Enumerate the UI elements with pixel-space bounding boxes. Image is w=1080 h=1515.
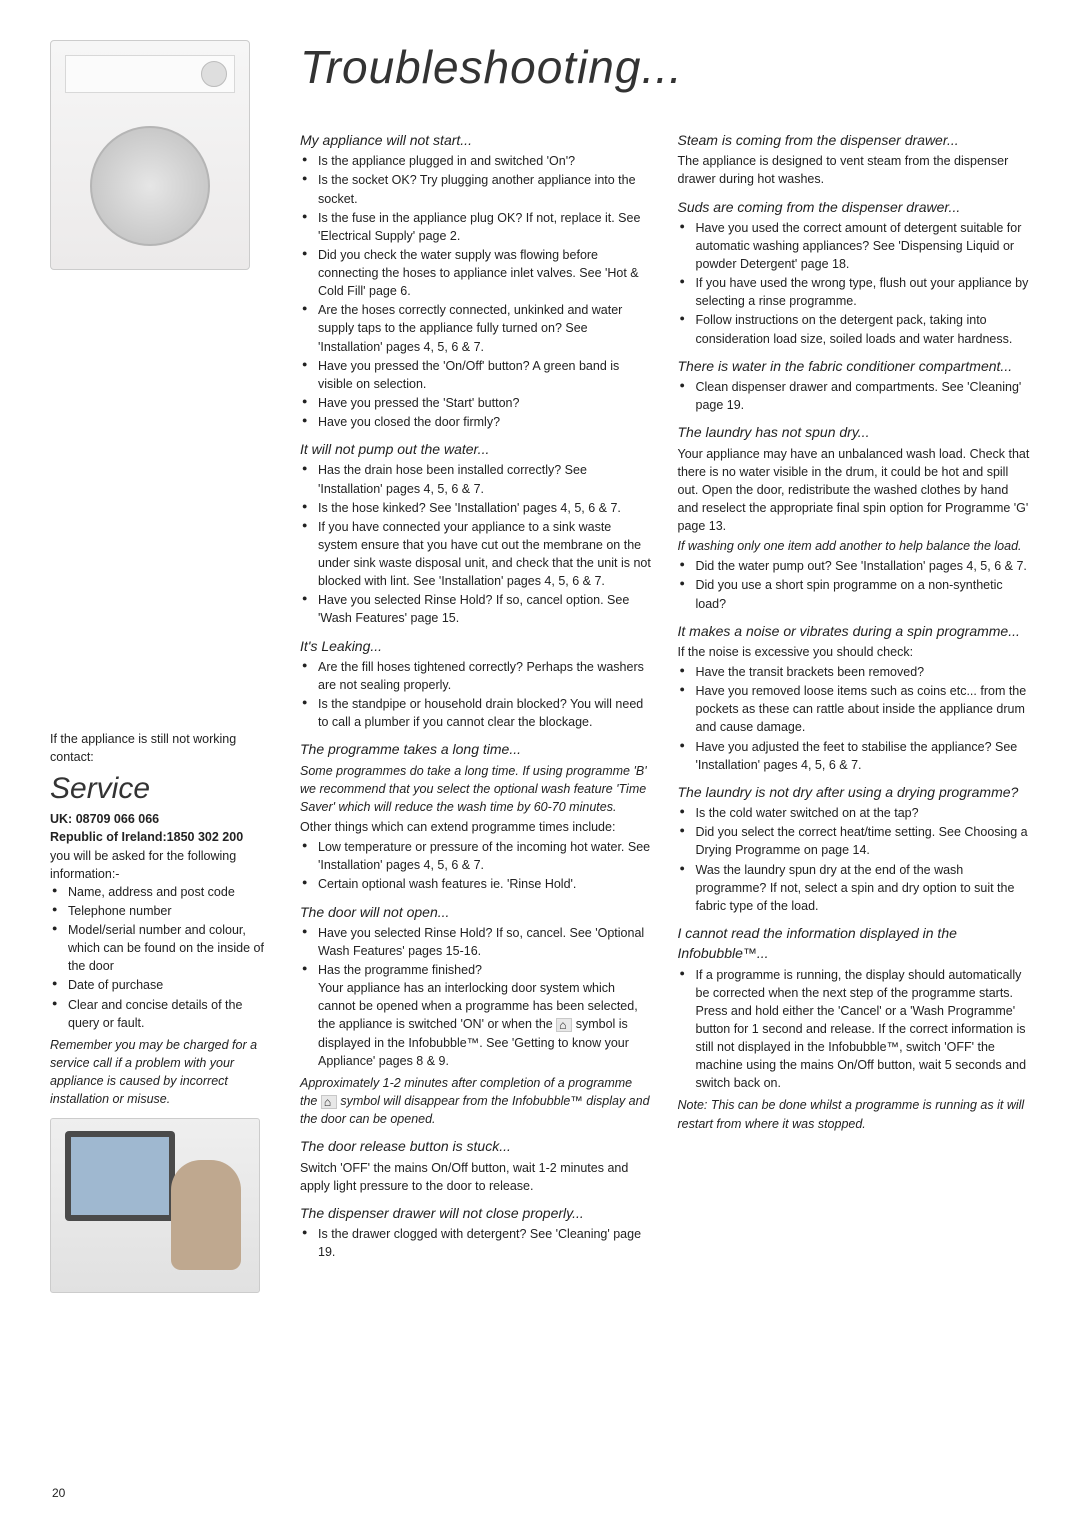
subheading: It's Leaking... [300, 636, 653, 656]
list-item: Did the water pump out? See 'Installatio… [678, 557, 1031, 575]
bullet-list: Is the drawer clogged with detergent? Se… [300, 1225, 653, 1261]
paragraph: Note: This can be done whilst a programm… [678, 1096, 1031, 1132]
text: symbol will disappear from the Infobubbl… [300, 1094, 650, 1126]
list-item: Is the hose kinked? See 'Installation' p… [300, 499, 653, 517]
column-b: Steam is coming from the dispenser drawe… [678, 122, 1031, 1265]
left-column: If the appliance is still not working co… [50, 40, 275, 1293]
service-intro: If the appliance is still not working co… [50, 730, 275, 766]
list-item: Clear and concise details of the query o… [50, 996, 275, 1032]
list-item: Date of purchase [50, 976, 275, 994]
list-item: Name, address and post code [50, 883, 275, 901]
paragraph: Approximately 1-2 minutes after completi… [300, 1074, 653, 1128]
subheading: The door will not open... [300, 902, 653, 922]
bullet-list: Have the transit brackets been removed? … [678, 663, 1031, 774]
page-number: 20 [52, 1486, 65, 1500]
content-area: Troubleshooting... My appliance will not… [300, 40, 1030, 1293]
computer-image [50, 1118, 260, 1293]
service-heading: Service [50, 772, 275, 806]
remember-note: Remember you may be charged for a servic… [50, 1036, 275, 1109]
list-item: Is the standpipe or household drain bloc… [300, 695, 653, 731]
bullet-list: Clean dispenser drawer and compartments.… [678, 378, 1031, 414]
subheading: Suds are coming from the dispenser drawe… [678, 197, 1031, 217]
list-item: Did you check the water supply was flowi… [300, 246, 653, 300]
page: If the appliance is still not working co… [50, 40, 1030, 1293]
list-item: If a programme is running, the display s… [678, 966, 1031, 1093]
text: Has the programme finished? [318, 963, 482, 977]
roi-number: Republic of Ireland:1850 302 200 [50, 828, 275, 846]
door-lock-icon [556, 1018, 572, 1032]
list-item: Is the socket OK? Try plugging another a… [300, 171, 653, 207]
list-item: Low temperature or pressure of the incom… [300, 838, 653, 874]
list-item: Was the laundry spun dry at the end of t… [678, 861, 1031, 915]
info-lead: you will be asked for the following info… [50, 847, 275, 883]
list-item: Have you removed loose items such as coi… [678, 682, 1031, 736]
list-item: Has the programme finished? Your applian… [300, 961, 653, 1070]
bullet-list: Low temperature or pressure of the incom… [300, 838, 653, 893]
list-item: Have you closed the door firmly? [300, 413, 653, 431]
subheading: The laundry has not spun dry... [678, 422, 1031, 442]
list-item: Telephone number [50, 902, 275, 920]
list-item: Is the fuse in the appliance plug OK? If… [300, 209, 653, 245]
bullet-list: Has the drain hose been installed correc… [300, 461, 653, 627]
list-item: Model/serial number and colour, which ca… [50, 921, 275, 975]
list-item: Follow instructions on the detergent pac… [678, 311, 1031, 347]
list-item: If you have connected your appliance to … [300, 518, 653, 591]
subheading: It makes a noise or vibrates during a sp… [678, 621, 1031, 641]
list-item: Have you pressed the 'On/Off' button? A … [300, 357, 653, 393]
uk-number: UK: 08709 066 066 [50, 810, 275, 828]
column-a: My appliance will not start... Is the ap… [300, 122, 653, 1265]
list-item: Have you pressed the 'Start' button? [300, 394, 653, 412]
bullet-list: Have you used the correct amount of dete… [678, 219, 1031, 348]
list-item: Are the hoses correctly connected, unkin… [300, 301, 653, 355]
door-lock-icon [321, 1095, 337, 1109]
subheading: The dispenser drawer will not close prop… [300, 1203, 653, 1223]
bullet-list: Have you selected Rinse Hold? If so, can… [300, 924, 653, 1070]
list-item: Did you use a short spin programme on a … [678, 576, 1031, 612]
list-item: Is the cold water switched on at the tap… [678, 804, 1031, 822]
list-item: Have the transit brackets been removed? [678, 663, 1031, 681]
subheading: The laundry is not dry after using a dry… [678, 782, 1031, 802]
info-list: Name, address and post code Telephone nu… [50, 883, 275, 1032]
subheading: My appliance will not start... [300, 130, 653, 150]
list-item: If you have used the wrong type, flush o… [678, 274, 1031, 310]
bullet-list: Is the cold water switched on at the tap… [678, 804, 1031, 915]
bullet-list: If a programme is running, the display s… [678, 966, 1031, 1093]
subheading: The programme takes a long time... [300, 739, 653, 759]
list-item: Has the drain hose been installed correc… [300, 461, 653, 497]
paragraph: If washing only one item add another to … [678, 537, 1031, 555]
list-item: Clean dispenser drawer and compartments.… [678, 378, 1031, 414]
list-item: Have you adjusted the feet to stabilise … [678, 738, 1031, 774]
list-item: Is the appliance plugged in and switched… [300, 152, 653, 170]
paragraph: Other things which can extend programme … [300, 818, 653, 836]
washing-machine-image [50, 40, 250, 270]
list-item: Have you selected Rinse Hold? If so, can… [300, 591, 653, 627]
list-item: Are the fill hoses tightened correctly? … [300, 658, 653, 694]
list-item: Is the drawer clogged with detergent? Se… [300, 1225, 653, 1261]
paragraph: Switch 'OFF' the mains On/Off button, wa… [300, 1159, 653, 1195]
subheading: I cannot read the information displayed … [678, 923, 1031, 964]
bullet-list: Did the water pump out? See 'Installatio… [678, 557, 1031, 612]
two-column-layout: My appliance will not start... Is the ap… [300, 122, 1030, 1265]
list-item: Certain optional wash features ie. 'Rins… [300, 875, 653, 893]
subheading: Steam is coming from the dispenser drawe… [678, 130, 1031, 150]
paragraph: If the noise is excessive you should che… [678, 643, 1031, 661]
subheading: It will not pump out the water... [300, 439, 653, 459]
bullet-list: Is the appliance plugged in and switched… [300, 152, 653, 431]
paragraph: The appliance is designed to vent steam … [678, 152, 1031, 188]
subheading: The door release button is stuck... [300, 1136, 653, 1156]
paragraph: Some programmes do take a long time. If … [300, 762, 653, 816]
subheading: There is water in the fabric conditioner… [678, 356, 1031, 376]
list-item: Did you select the correct heat/time set… [678, 823, 1031, 859]
page-title: Troubleshooting... [300, 40, 1030, 94]
bullet-list: Are the fill hoses tightened correctly? … [300, 658, 653, 732]
list-item: Have you used the correct amount of dete… [678, 219, 1031, 273]
paragraph: Your appliance may have an unbalanced wa… [678, 445, 1031, 536]
list-item: Have you selected Rinse Hold? If so, can… [300, 924, 653, 960]
